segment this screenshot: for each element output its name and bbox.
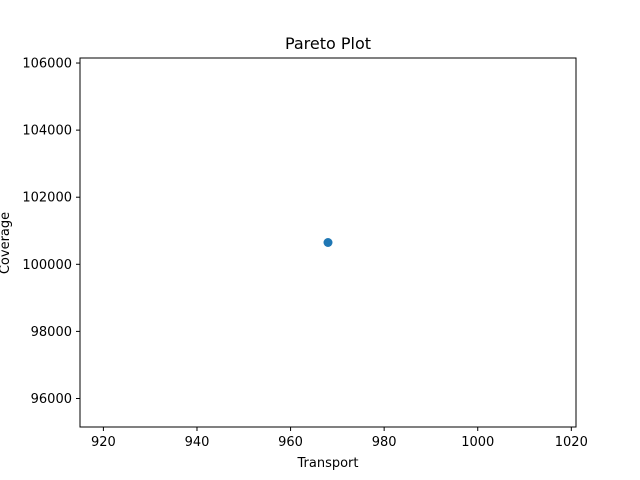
y-tick-label: 98000 bbox=[31, 325, 72, 340]
x-tick-label: 940 bbox=[185, 435, 210, 450]
y-tick-label: 100000 bbox=[22, 258, 72, 273]
y-tick-label: 102000 bbox=[22, 191, 72, 206]
chart-title: Pareto Plot bbox=[285, 34, 371, 53]
plot-area bbox=[79, 57, 577, 428]
x-axis: 920 940 960 980 1000 1020 bbox=[91, 427, 588, 450]
x-tick-label: 980 bbox=[372, 435, 397, 450]
x-tick-label: 960 bbox=[278, 435, 303, 450]
y-tick-label: 106000 bbox=[22, 57, 72, 72]
data-points bbox=[323, 238, 333, 247]
plot-frame bbox=[79, 57, 577, 428]
y-tick-label: 96000 bbox=[31, 392, 72, 407]
x-axis-label: Transport bbox=[296, 456, 358, 471]
y-axis-label: Coverage bbox=[0, 212, 13, 274]
x-tick-label: 920 bbox=[91, 435, 116, 450]
y-tick-label: 104000 bbox=[22, 124, 72, 139]
x-tick-label: 1020 bbox=[555, 435, 588, 450]
y-axis: 96000 98000 100000 102000 104000 106000 bbox=[22, 57, 80, 407]
data-point bbox=[323, 238, 333, 247]
x-tick-label: 1000 bbox=[461, 435, 494, 450]
